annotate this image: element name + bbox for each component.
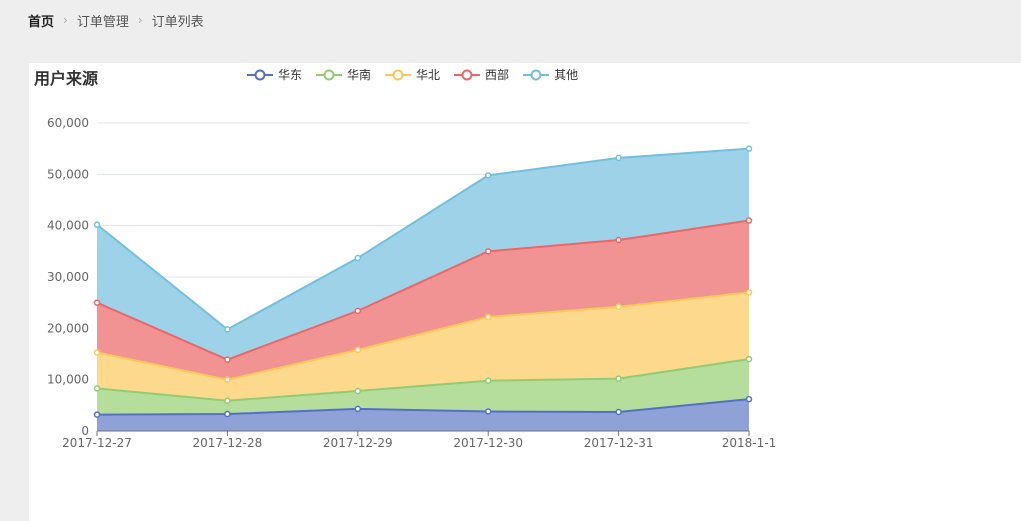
breadcrumb-home[interactable]: 首页 — [28, 14, 55, 30]
data-point — [224, 397, 231, 404]
y-tick-label: 50,000 — [47, 167, 89, 181]
series-line-其他 — [96, 147, 750, 331]
legend-item-north[interactable]: 华北 — [385, 66, 440, 83]
data-point — [484, 313, 492, 321]
data-point — [745, 289, 753, 296]
chevron-right-icon: › — [63, 13, 68, 27]
legend-item-south[interactable]: 华南 — [316, 66, 371, 83]
area-华东 — [97, 399, 749, 431]
chart-title: 用户来源 — [34, 69, 99, 88]
series-line-西部 — [96, 219, 750, 361]
data-point — [93, 221, 101, 228]
area-华南 — [97, 359, 749, 415]
data-point — [354, 346, 362, 354]
data-point — [484, 408, 492, 415]
breadcrumb: 首页 › 订单管理 › 订单列表 — [28, 10, 204, 30]
chart-legend: 华东 华南 华北 西部 其他 — [247, 66, 592, 83]
breadcrumb-order-list[interactable]: 订单列表 — [151, 14, 204, 30]
data-point — [93, 411, 101, 418]
data-point — [93, 385, 101, 392]
legend-label: 华东 — [278, 68, 303, 82]
x-tick-label: 2017-12-30 — [453, 436, 523, 450]
data-point — [615, 375, 622, 382]
data-point — [224, 410, 231, 418]
y-tick-label: 30,000 — [47, 270, 89, 284]
y-tick-label: 60,000 — [47, 116, 89, 130]
data-point — [354, 387, 362, 395]
data-point — [615, 408, 622, 416]
legend-label: 华北 — [416, 68, 441, 82]
legend-item-east[interactable]: 华东 — [247, 66, 302, 83]
data-point — [484, 172, 492, 179]
chart-card: 0 10,000 20,000 30,000 40,000 50,000 60,000 201… — [29, 63, 1021, 521]
data-point — [224, 376, 231, 383]
data-point — [354, 254, 362, 262]
legend-item-west[interactable]: 西部 — [454, 66, 509, 83]
stacked-area-chart: 0 10,000 20,000 30,000 40,000 50,000 60,000 201… — [47, 116, 776, 450]
series-line-华南 — [96, 358, 750, 402]
x-tick-label: 2018-1-1 — [722, 436, 776, 450]
y-tick-label: 40,000 — [47, 219, 89, 233]
data-point — [93, 349, 101, 356]
legend-marker-icon — [316, 69, 343, 80]
data-point — [615, 236, 622, 244]
y-tick-label: 0 — [81, 424, 89, 438]
legend-item-other[interactable]: 其他 — [523, 66, 578, 83]
data-point — [615, 154, 622, 162]
legend-marker-icon — [385, 69, 412, 80]
x-tick-label: 2017-12-27 — [62, 436, 132, 450]
legend-marker-icon — [247, 69, 273, 80]
breadcrumb-order-management[interactable]: 订单管理 — [76, 14, 129, 30]
legend-label: 西部 — [485, 68, 510, 82]
data-point — [745, 145, 753, 152]
data-point — [745, 395, 753, 403]
data-point — [484, 248, 492, 255]
chevron-right-icon: › — [137, 13, 143, 27]
legend-label: 华南 — [347, 68, 372, 82]
series-line-华北 — [96, 291, 750, 381]
data-point — [224, 356, 231, 363]
data-point — [224, 326, 231, 333]
y-tick-label: 10,000 — [47, 373, 89, 387]
data-point — [745, 217, 753, 224]
area-华北 — [97, 292, 749, 401]
data-point — [615, 303, 622, 311]
legend-label: 其他 — [554, 68, 579, 82]
y-tick-label: 20,000 — [47, 321, 89, 335]
data-point — [93, 299, 101, 306]
data-point — [745, 355, 753, 363]
area-西部 — [97, 220, 749, 380]
x-tick-label: 2017-12-31 — [584, 436, 654, 450]
x-tick-label: 2017-12-28 — [193, 436, 263, 450]
legend-marker-icon — [523, 69, 550, 80]
series-line-华东 — [96, 398, 750, 416]
x-tick-label: 2017-12-29 — [323, 436, 393, 450]
area-其他 — [97, 148, 749, 360]
data-point — [484, 377, 492, 384]
legend-marker-icon — [454, 69, 481, 80]
data-point — [354, 307, 362, 315]
data-point — [354, 405, 362, 413]
